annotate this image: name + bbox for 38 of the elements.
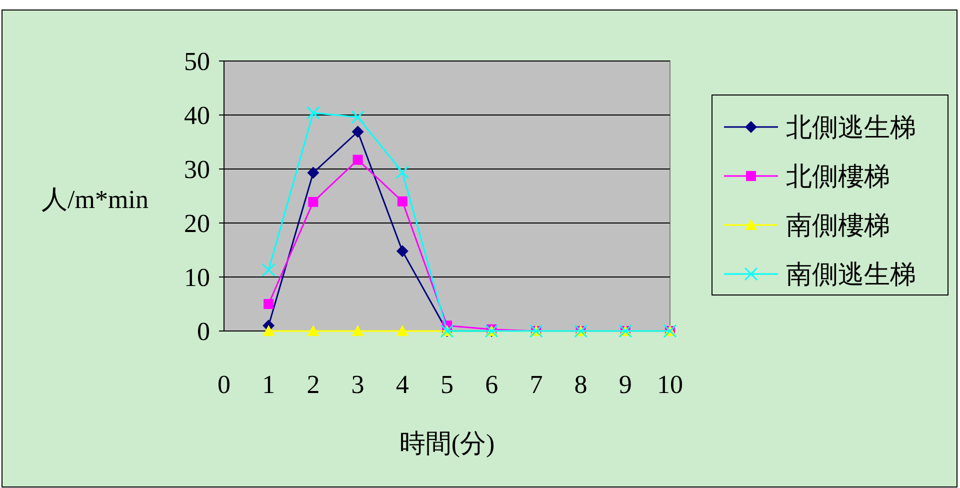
- x-tick-label: 10: [657, 370, 683, 399]
- x-tick-label: 4: [396, 370, 409, 399]
- y-tick-label: 30: [184, 155, 210, 184]
- legend-label: 南側逃生梯: [786, 260, 916, 289]
- x-tick-label: 8: [574, 370, 588, 399]
- point: [352, 325, 364, 336]
- x-axis-title: 時間(分): [399, 429, 495, 458]
- point: [352, 154, 363, 165]
- point: [307, 166, 320, 179]
- point: [352, 126, 364, 138]
- point: [307, 325, 320, 336]
- point: [264, 299, 274, 309]
- y-tick-label: 40: [184, 101, 210, 130]
- point: [306, 106, 320, 120]
- point: [397, 196, 408, 206]
- point: [396, 245, 408, 258]
- y-tick-label: 50: [184, 47, 210, 76]
- point: [262, 263, 276, 277]
- x-tick-label: 0: [218, 370, 230, 399]
- y-tick-label: 10: [184, 263, 210, 292]
- x-tick-label: 2: [306, 370, 320, 399]
- point: [396, 165, 410, 179]
- legend-label: 北側逃生梯: [786, 113, 916, 142]
- legend-label: 北側樓梯: [786, 162, 890, 191]
- x-tick-label: 9: [618, 370, 632, 399]
- x-tick-label: 5: [440, 370, 454, 399]
- y-tick-label: 20: [184, 209, 210, 238]
- y-tick-label: 0: [197, 317, 210, 346]
- x-tick-label: 3: [351, 370, 364, 399]
- x-tick-label: 7: [530, 370, 543, 399]
- x-tick-label: 1: [262, 370, 276, 399]
- x-tick-label: 6: [485, 370, 498, 399]
- point: [308, 196, 318, 207]
- y-axis-title: 人/m*min: [42, 185, 148, 214]
- legend-label: 南側樓梯: [786, 211, 890, 240]
- point: [351, 110, 365, 124]
- point: [262, 325, 275, 336]
- point: [396, 325, 408, 336]
